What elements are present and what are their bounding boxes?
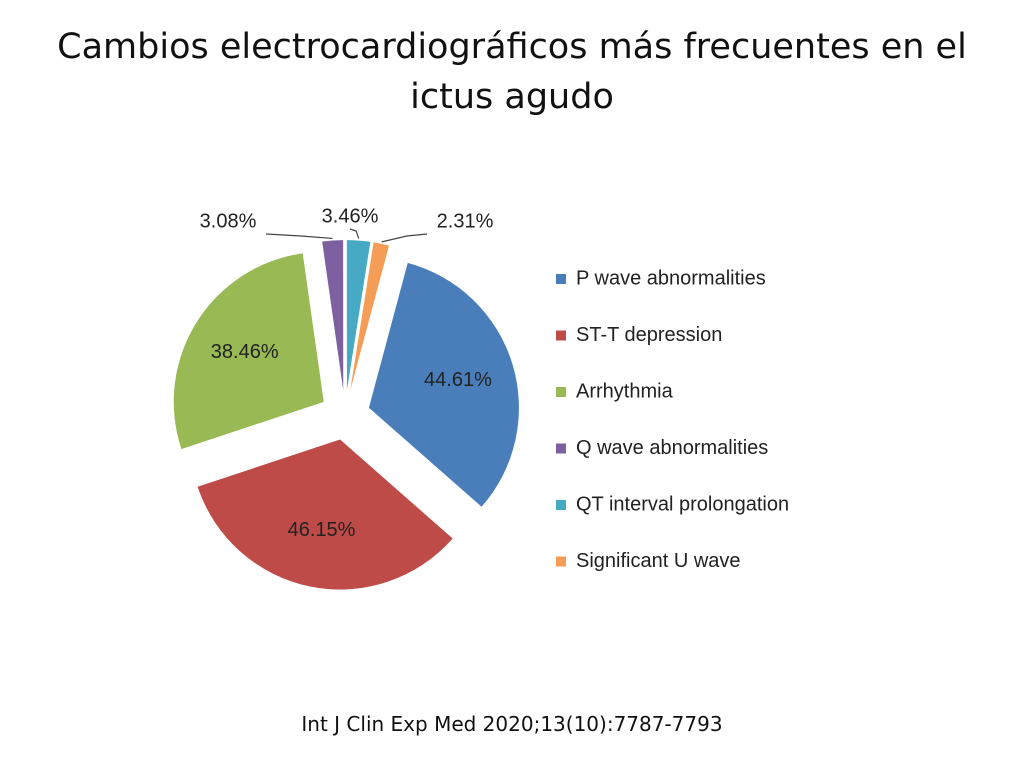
pie-slice <box>350 242 390 391</box>
leader-line <box>381 233 428 243</box>
source: Int J Clin Exp Med 2020;13(10):7787-7793 <box>301 712 723 736</box>
data-label: 46.15% <box>288 519 356 541</box>
legend-marker <box>556 500 566 510</box>
legend-label: Significant U wave <box>576 550 741 572</box>
legend-label: QT interval prolongation <box>576 493 789 515</box>
data-label: 3.46% <box>322 205 379 227</box>
leader-line <box>265 233 333 240</box>
data-label: 3.08% <box>200 210 257 232</box>
legend-marker <box>556 556 566 567</box>
legend-label: P wave abnormalities <box>576 267 766 289</box>
data-label: 2.31% <box>437 210 494 232</box>
pie-slice <box>197 439 453 590</box>
legend-marker <box>556 387 566 397</box>
pie-slice <box>322 240 344 391</box>
data-label: 44.61% <box>424 369 492 391</box>
legend-marker <box>556 274 566 284</box>
legend-label: Arrhythmia <box>576 380 674 402</box>
legend-label: ST-T depression <box>576 324 722 346</box>
legend-label: Q wave abnormalities <box>576 437 768 459</box>
data-label: 38.46% <box>211 341 279 363</box>
leader-line <box>349 228 360 239</box>
chart-title: Cambios electrocardiográficos más frecue… <box>57 27 967 117</box>
legend-marker <box>556 330 566 341</box>
pie-slice <box>173 253 324 450</box>
legend-marker <box>556 443 566 454</box>
pie-slice <box>346 240 371 391</box>
pie-slice <box>368 262 519 507</box>
